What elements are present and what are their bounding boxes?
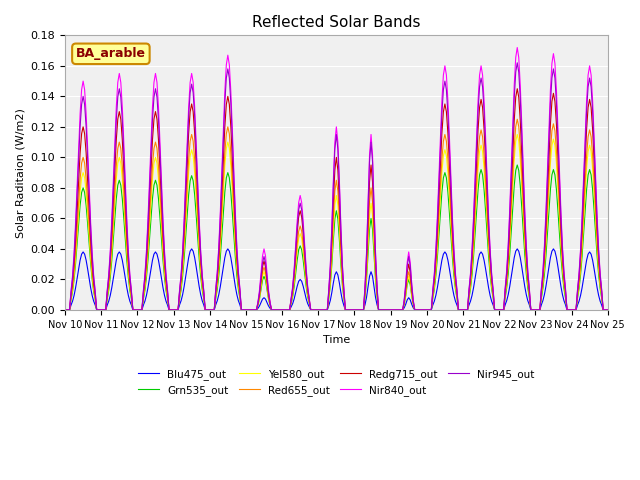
Blu475_out bbox=[81, 251, 88, 257]
Redg715_out bbox=[560, 274, 568, 280]
Redg715_out bbox=[513, 86, 521, 92]
Nir945_out bbox=[99, 307, 106, 313]
Redg715_out bbox=[81, 131, 88, 137]
Line: Grn535_out: Grn535_out bbox=[65, 165, 640, 310]
Grn535_out bbox=[513, 162, 521, 168]
Redg715_out bbox=[358, 307, 366, 313]
Nir945_out bbox=[560, 271, 568, 276]
Blu475_out bbox=[99, 307, 106, 313]
Nir840_out bbox=[473, 134, 481, 140]
Red655_out bbox=[61, 307, 69, 313]
Nir945_out bbox=[513, 60, 521, 66]
Nir945_out bbox=[636, 307, 640, 313]
Redg715_out bbox=[639, 307, 640, 313]
Yel580_out bbox=[358, 307, 366, 313]
Redg715_out bbox=[61, 307, 69, 313]
Y-axis label: Solar Raditaion (W/m2): Solar Raditaion (W/m2) bbox=[15, 108, 25, 238]
Grn535_out bbox=[81, 190, 88, 195]
Nir840_out bbox=[636, 307, 640, 313]
Yel580_out bbox=[560, 281, 568, 287]
Yel580_out bbox=[473, 191, 481, 196]
Grn535_out bbox=[636, 307, 640, 313]
Redg715_out bbox=[636, 307, 640, 313]
Nir840_out bbox=[61, 307, 69, 313]
Blu475_out bbox=[474, 257, 482, 263]
Nir945_out bbox=[358, 307, 366, 313]
Nir840_out bbox=[513, 45, 521, 50]
Text: BA_arable: BA_arable bbox=[76, 48, 146, 60]
Blu475_out bbox=[636, 307, 640, 313]
Line: Redg715_out: Redg715_out bbox=[65, 89, 640, 310]
Nir840_out bbox=[639, 307, 640, 313]
Red655_out bbox=[513, 116, 521, 122]
Grn535_out bbox=[639, 307, 640, 313]
Line: Nir945_out: Nir945_out bbox=[65, 63, 640, 310]
Nir840_out bbox=[560, 268, 568, 274]
Red655_out bbox=[636, 307, 640, 313]
Redg715_out bbox=[473, 158, 481, 164]
Red655_out bbox=[358, 307, 366, 313]
Red655_out bbox=[81, 160, 88, 166]
Nir840_out bbox=[81, 87, 88, 93]
Redg715_out bbox=[99, 307, 106, 313]
Nir945_out bbox=[61, 307, 69, 313]
Blu475_out bbox=[639, 307, 640, 313]
Grn535_out bbox=[61, 307, 69, 313]
Legend: Blu475_out, Grn535_out, Yel580_out, Red655_out, Redg715_out, Nir840_out, Nir945_: Blu475_out, Grn535_out, Yel580_out, Red6… bbox=[134, 364, 539, 400]
Red655_out bbox=[639, 307, 640, 313]
Grn535_out bbox=[358, 307, 366, 313]
Yel580_out bbox=[61, 307, 69, 313]
Title: Reflected Solar Bands: Reflected Solar Bands bbox=[252, 15, 420, 30]
Line: Blu475_out: Blu475_out bbox=[65, 249, 640, 310]
Grn535_out bbox=[560, 286, 568, 291]
Line: Yel580_out: Yel580_out bbox=[65, 134, 640, 310]
Nir840_out bbox=[99, 307, 106, 313]
Red655_out bbox=[99, 307, 106, 313]
X-axis label: Time: Time bbox=[323, 335, 350, 345]
Blu475_out bbox=[560, 298, 568, 303]
Nir945_out bbox=[639, 307, 640, 313]
Grn535_out bbox=[99, 307, 106, 313]
Grn535_out bbox=[473, 208, 481, 214]
Line: Red655_out: Red655_out bbox=[65, 119, 640, 310]
Blu475_out bbox=[188, 246, 195, 252]
Red655_out bbox=[473, 180, 481, 186]
Yel580_out bbox=[99, 307, 106, 313]
Blu475_out bbox=[360, 307, 367, 313]
Line: Nir840_out: Nir840_out bbox=[65, 48, 640, 310]
Nir945_out bbox=[473, 143, 481, 149]
Yel580_out bbox=[636, 307, 640, 313]
Nir945_out bbox=[81, 102, 88, 108]
Yel580_out bbox=[639, 307, 640, 313]
Red655_out bbox=[560, 279, 568, 285]
Yel580_out bbox=[513, 132, 521, 137]
Blu475_out bbox=[61, 307, 69, 313]
Yel580_out bbox=[81, 175, 88, 180]
Nir840_out bbox=[358, 307, 366, 313]
